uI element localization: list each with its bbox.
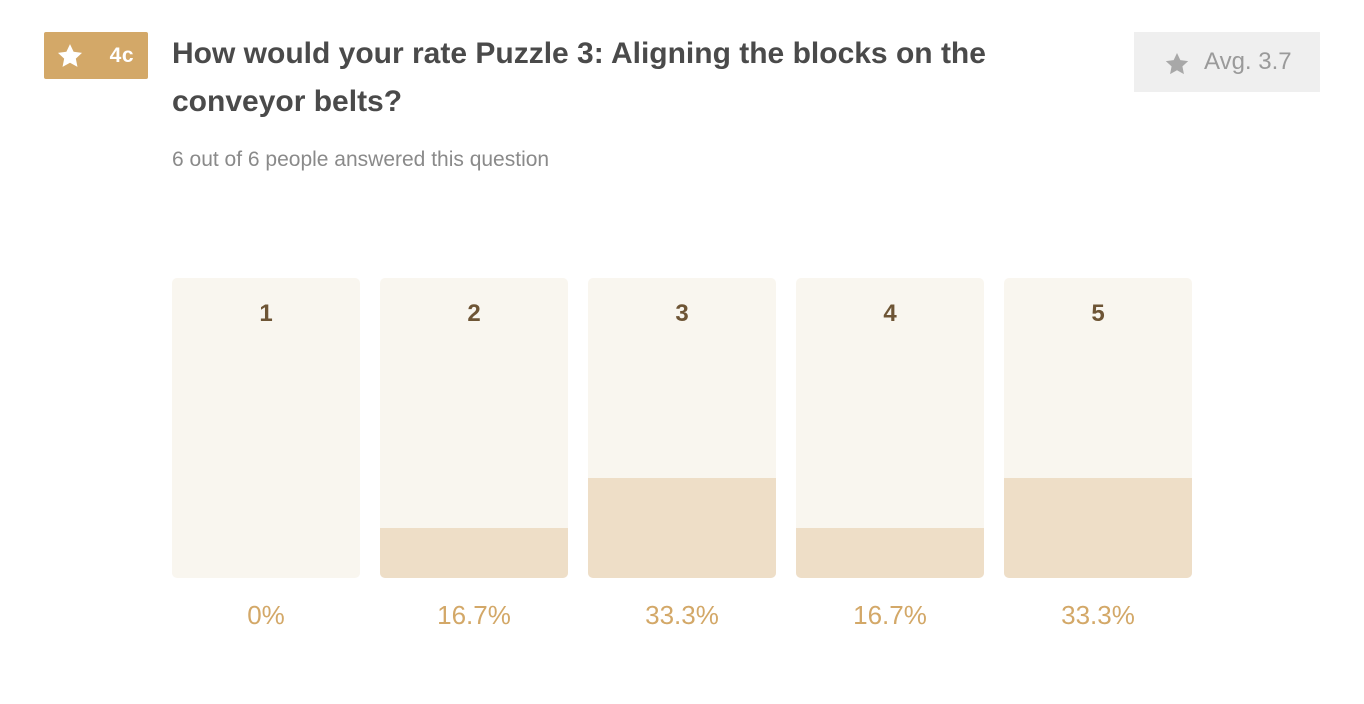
bar-category-label: 4 xyxy=(883,300,897,327)
bar-fill-5 xyxy=(1004,478,1192,578)
bar-fill-2 xyxy=(380,527,568,578)
average-label: Avg. 3.7 xyxy=(1204,48,1292,75)
bar-category-label: 3 xyxy=(675,300,689,327)
bar-category-label: 2 xyxy=(467,300,481,327)
bar-3: 3 xyxy=(588,278,776,578)
bar-percent-label: 0% xyxy=(247,600,285,630)
bar-4: 4 xyxy=(796,278,984,578)
average-rating: Avg. 3.7 xyxy=(1134,32,1320,92)
question-badge: 4c xyxy=(44,32,148,79)
bar-5: 5 xyxy=(1004,278,1192,578)
bar-fill-4 xyxy=(796,527,984,578)
bar-fill-3 xyxy=(588,478,776,578)
bar-category-label: 1 xyxy=(259,300,273,327)
bar-2: 2 xyxy=(380,278,568,578)
bar-category-label: 5 xyxy=(1091,300,1105,327)
bar-percent-label: 16.7% xyxy=(437,600,511,630)
question-title: How would your rate Puzzle 3: Aligning t… xyxy=(172,37,986,118)
bar-percent-label: 33.3% xyxy=(1061,600,1135,630)
star-icon xyxy=(57,43,83,67)
star-icon xyxy=(1165,52,1189,75)
bar-1: 1 xyxy=(172,278,360,578)
bar-percent-label: 16.7% xyxy=(853,600,927,630)
badge-code: 4c xyxy=(109,43,134,67)
answered-count: 6 out of 6 people answered this question xyxy=(172,148,550,171)
bar-percent-label: 33.3% xyxy=(645,600,719,630)
